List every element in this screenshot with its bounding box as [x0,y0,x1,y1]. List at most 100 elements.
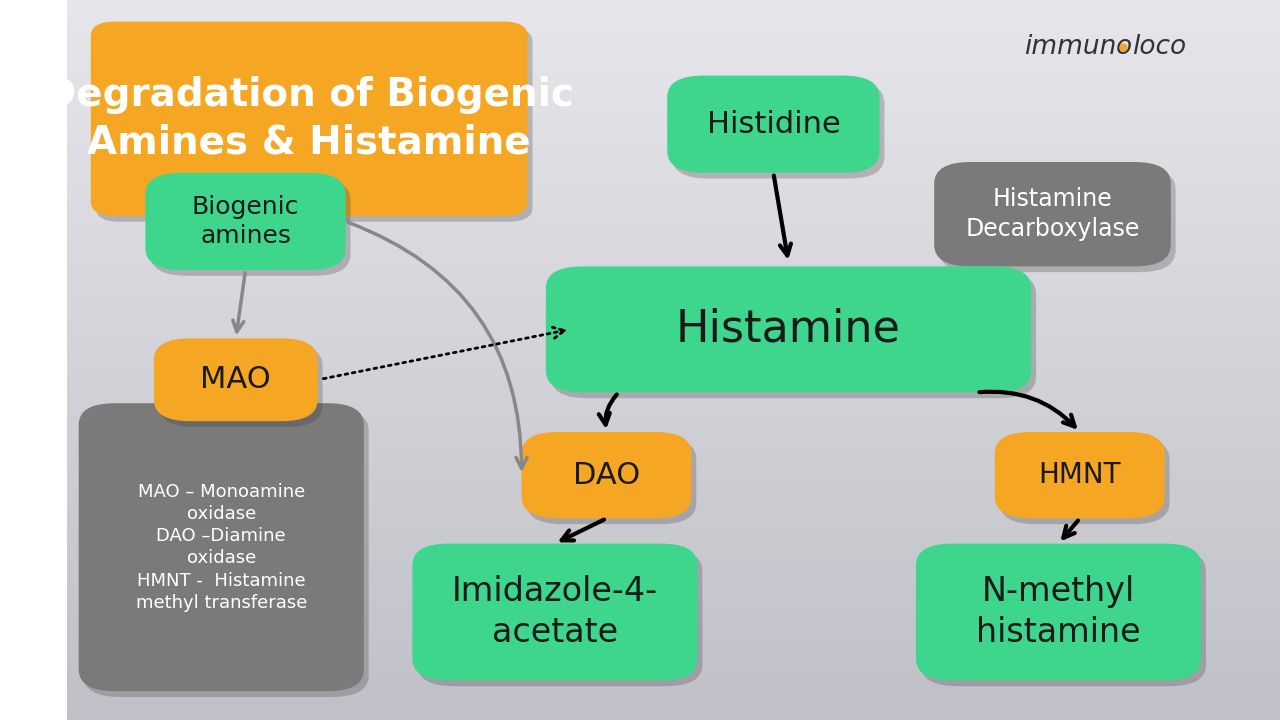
Bar [67,241,1280,245]
Bar [67,184,1280,187]
Bar [67,112,1280,115]
Bar [67,616,1280,619]
Bar [67,598,1280,601]
Bar [67,115,1280,119]
Bar [67,176,1280,180]
Bar [67,94,1280,97]
Text: MAO: MAO [201,365,271,395]
Bar [67,158,1280,162]
Bar [67,500,1280,504]
Bar [67,378,1280,382]
Bar [67,108,1280,112]
Bar [67,594,1280,598]
Bar [67,547,1280,551]
Bar [67,72,1280,76]
Bar [67,652,1280,655]
Bar [67,356,1280,360]
Bar [67,626,1280,630]
FancyBboxPatch shape [159,344,323,427]
Bar [67,662,1280,666]
Bar [67,133,1280,137]
FancyBboxPatch shape [526,438,696,524]
FancyBboxPatch shape [154,338,317,421]
Bar [67,104,1280,108]
Bar [67,202,1280,205]
Bar [67,342,1280,346]
Bar [67,677,1280,680]
Bar [67,590,1280,594]
Bar [67,608,1280,612]
Bar [67,655,1280,659]
Bar [67,266,1280,270]
Bar [67,281,1280,284]
Bar [67,353,1280,356]
Bar [67,587,1280,590]
FancyBboxPatch shape [78,403,364,691]
Bar [67,0,1280,4]
Bar [67,648,1280,652]
FancyBboxPatch shape [412,544,698,680]
Bar [67,425,1280,428]
Bar [67,673,1280,677]
Bar [67,684,1280,688]
Bar [67,205,1280,209]
Bar [67,331,1280,335]
Bar [67,126,1280,130]
Bar [67,497,1280,500]
Text: loco: loco [1132,34,1187,60]
FancyBboxPatch shape [920,549,1206,686]
Bar [67,338,1280,342]
Bar [67,29,1280,32]
Bar [67,230,1280,234]
FancyBboxPatch shape [1000,438,1170,524]
FancyBboxPatch shape [545,266,1032,392]
Bar [67,252,1280,256]
Bar [67,194,1280,198]
Bar [67,263,1280,266]
Bar [67,137,1280,140]
Bar [67,630,1280,634]
FancyBboxPatch shape [940,168,1175,272]
Bar [67,227,1280,230]
Bar [67,410,1280,414]
Bar [67,670,1280,673]
Bar [67,706,1280,709]
FancyBboxPatch shape [146,173,346,270]
Bar [67,187,1280,191]
Bar [67,565,1280,569]
Bar [67,155,1280,158]
Bar [67,421,1280,425]
Bar [67,43,1280,47]
Text: Histamine
Decarboxylase: Histamine Decarboxylase [965,187,1139,241]
Bar [67,349,1280,353]
Bar [67,382,1280,385]
FancyBboxPatch shape [667,76,879,173]
Bar [67,65,1280,68]
Bar [67,119,1280,122]
Bar [67,223,1280,227]
Bar [67,245,1280,248]
Bar [67,428,1280,432]
Bar [67,346,1280,349]
Bar [67,371,1280,374]
Bar [67,623,1280,626]
Bar [67,490,1280,493]
Bar [67,18,1280,22]
Text: Degradation of Biogenic
Amines & Histamine: Degradation of Biogenic Amines & Histami… [45,76,575,161]
Bar [67,482,1280,486]
Bar [67,151,1280,155]
Bar [67,418,1280,421]
Bar [67,191,1280,194]
Bar [67,79,1280,83]
Bar [67,47,1280,50]
Bar [67,439,1280,443]
Bar [67,475,1280,479]
Bar [67,130,1280,133]
Bar [67,360,1280,364]
Bar [67,493,1280,497]
Bar [67,180,1280,184]
Bar [67,11,1280,14]
Bar [67,518,1280,522]
Bar [67,461,1280,464]
FancyBboxPatch shape [672,81,884,179]
